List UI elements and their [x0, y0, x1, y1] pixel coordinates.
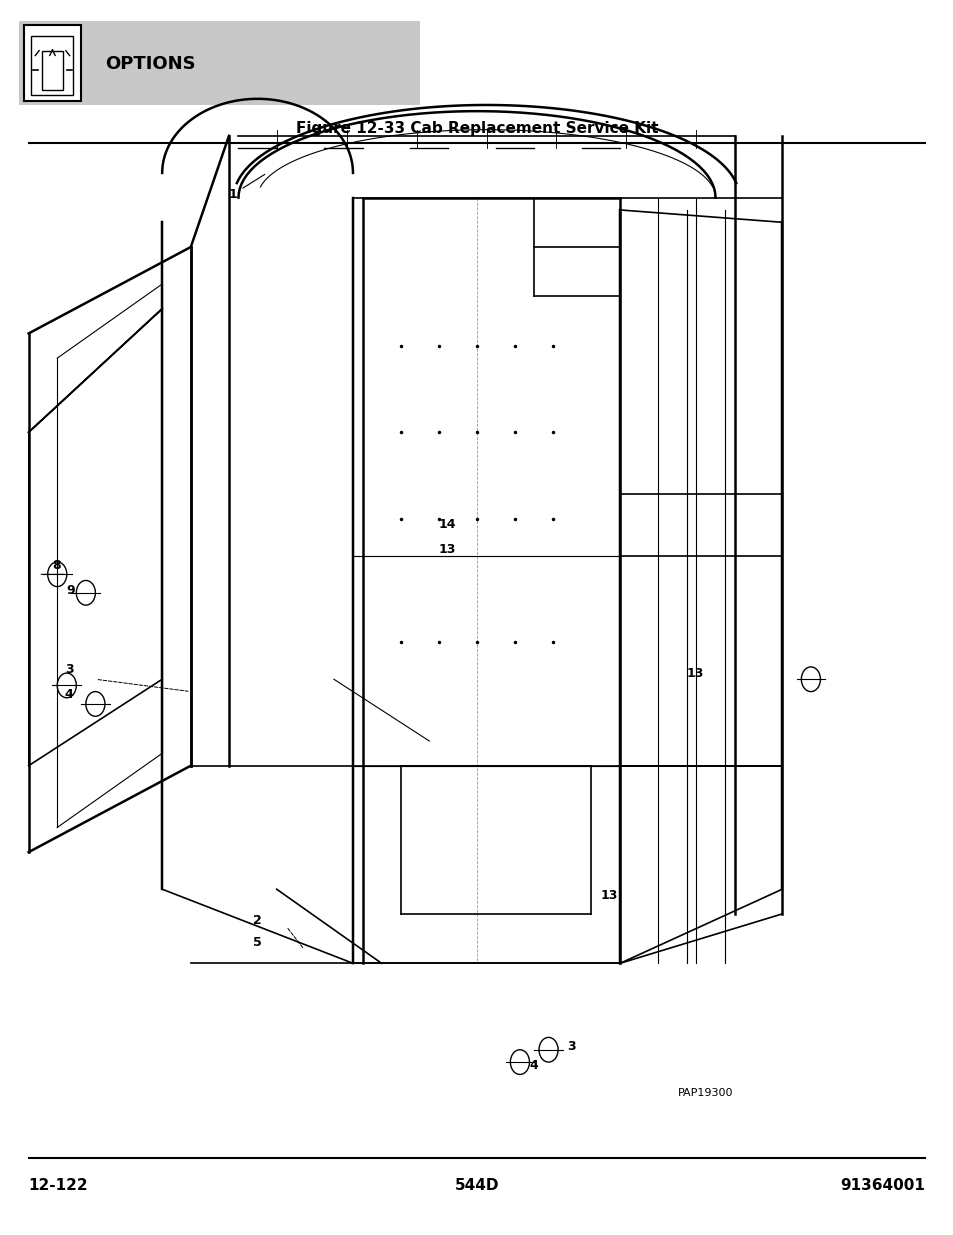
Text: PAP19300: PAP19300 [678, 1088, 733, 1098]
Text: Figure 12-33 Cab Replacement Service Kit: Figure 12-33 Cab Replacement Service Kit [295, 121, 658, 136]
Text: 13: 13 [438, 543, 456, 556]
Text: 1: 1 [229, 174, 265, 200]
Text: 4: 4 [65, 688, 73, 700]
Text: 3: 3 [65, 663, 73, 676]
Text: OPTIONS: OPTIONS [105, 56, 195, 73]
Text: 2: 2 [253, 914, 261, 926]
Text: 5: 5 [253, 936, 261, 948]
Text: 544D: 544D [455, 1178, 498, 1193]
Text: 12-122: 12-122 [29, 1178, 88, 1193]
Text: 9: 9 [67, 584, 75, 597]
Text: 91364001: 91364001 [840, 1178, 924, 1193]
Text: 14: 14 [438, 519, 456, 531]
Text: 13: 13 [600, 889, 618, 902]
Bar [42, 51, 63, 90]
Text: 3: 3 [567, 1040, 576, 1052]
Text: 8: 8 [52, 559, 61, 572]
FancyBboxPatch shape [19, 21, 419, 105]
Text: 13: 13 [686, 667, 703, 679]
Bar [31, 36, 73, 95]
Text: 4: 4 [529, 1060, 537, 1072]
Bar [24, 25, 81, 101]
